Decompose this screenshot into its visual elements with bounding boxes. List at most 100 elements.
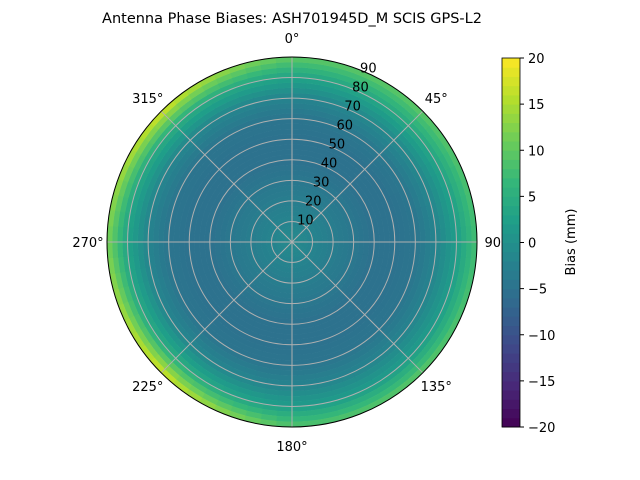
heatmap-cell — [230, 241, 236, 248]
r-tick-label: 70 — [344, 99, 361, 114]
heatmap-cell — [282, 339, 293, 345]
colorbar-segment — [502, 104, 520, 114]
heatmap-cell — [199, 241, 206, 251]
heatmap-cell — [291, 159, 300, 166]
heatmap-cell — [111, 225, 119, 243]
heatmap-cell — [291, 149, 301, 156]
colorbar-segment — [502, 177, 520, 188]
heatmap-cell — [209, 241, 216, 250]
heatmap-cell — [383, 241, 390, 252]
heatmap-cell — [168, 241, 175, 253]
colorbar-tick-label: 10 — [528, 144, 545, 159]
heatmap-cell — [460, 241, 467, 259]
heatmap-cell — [465, 226, 473, 244]
heatmap-cell — [158, 241, 165, 254]
colorbar-tick-label: 20 — [528, 52, 545, 67]
colorbar-tick-label: 15 — [528, 98, 545, 113]
r-tick-label: 30 — [313, 175, 330, 190]
colorbar-segment — [502, 399, 520, 410]
heatmap-cell — [290, 390, 306, 397]
heatmap-cell — [280, 354, 293, 361]
heatmap-cell — [277, 390, 293, 397]
colorbar-segment — [502, 113, 520, 124]
colorbar-segment — [502, 270, 520, 280]
colorbar-segment — [502, 325, 520, 336]
heatmap-cell — [276, 61, 294, 69]
heatmap-cell — [368, 241, 375, 250]
colorbar-segment — [502, 288, 520, 299]
heatmap-cell — [445, 227, 452, 244]
colorbar-segment — [502, 214, 520, 225]
heatmap-cell — [214, 234, 221, 243]
colorbar-segment — [502, 390, 520, 400]
colorbar-segment — [502, 242, 520, 253]
r-tick-label: 20 — [305, 194, 322, 209]
colorbar-segment — [502, 224, 520, 234]
heatmap-cell — [279, 369, 293, 376]
heatmap-cell — [275, 410, 293, 417]
colorbar-segment — [502, 260, 520, 271]
heatmap-cell — [219, 235, 226, 243]
polar-frame — [106, 56, 478, 428]
heatmap-cell — [219, 241, 226, 249]
heatmap-cell — [173, 241, 180, 253]
heatmap-cell — [291, 298, 298, 304]
heatmap-cell — [373, 234, 380, 243]
polar-grid — [106, 56, 478, 428]
heatmap-cell — [283, 144, 293, 151]
heatmap-cell — [291, 374, 305, 381]
heatmap-cell — [297, 307, 305, 314]
heatmap-cell — [284, 318, 293, 325]
heatmap-cell — [281, 128, 293, 135]
colorbar-segment — [502, 353, 520, 363]
chart-title: Antenna Phase Biases: ASH701945D_M SCIS … — [102, 11, 482, 27]
heatmap-cell — [291, 144, 302, 151]
theta-tick-label: 135° — [421, 380, 452, 395]
heatmap-cell — [189, 241, 195, 252]
heatmap-cell — [419, 241, 426, 255]
r-tick-label: 90 — [360, 61, 377, 76]
heatmap-cell — [363, 235, 370, 243]
heatmap-cell — [399, 231, 406, 243]
heatmap-cell — [389, 232, 395, 243]
heatmap-cell — [281, 349, 293, 356]
theta-tick-label: 225° — [132, 380, 163, 395]
heatmap-cell — [132, 227, 139, 243]
heatmap-cell — [284, 159, 293, 166]
heatmap-cell — [283, 328, 293, 335]
heatmap-cell — [363, 241, 370, 250]
colorbar-segment — [502, 85, 520, 96]
theta-gridline — [160, 241, 293, 374]
heatmap-cell — [358, 241, 365, 249]
colorbar-tick-label: −10 — [528, 329, 555, 344]
heatmap-cell — [290, 415, 308, 423]
colorbar-segment — [502, 362, 520, 373]
heatmap-cell — [153, 228, 160, 243]
heatmap-cell — [291, 103, 306, 110]
colorbar-segment — [502, 131, 520, 142]
heatmap-cell — [137, 227, 144, 243]
heatmap-cell — [440, 241, 447, 257]
colorbar-segment — [502, 233, 520, 243]
heatmap-cell — [220, 247, 227, 255]
heatmap-cell — [117, 240, 124, 258]
colorbar-tick-label: −15 — [528, 375, 555, 390]
heatmap-cell — [291, 82, 307, 89]
theta-tick-label: 180° — [276, 440, 307, 455]
colorbar-segment — [502, 187, 520, 197]
heatmap-cell — [224, 241, 231, 249]
colorbar-segment — [502, 150, 520, 160]
heatmap-cell — [277, 395, 293, 402]
heatmap-cell — [158, 229, 165, 243]
heatmap-cell — [291, 87, 307, 94]
heatmap-cell — [291, 369, 304, 376]
r-tick-label: 80 — [352, 80, 369, 95]
colorbar-segment — [502, 76, 520, 87]
heatmap-cell — [278, 374, 293, 381]
heatmap-cell — [285, 308, 293, 315]
heatmap-cell — [357, 229, 364, 237]
colorbar-segment — [502, 94, 520, 105]
heatmap-cell — [214, 241, 221, 249]
heatmap-cell — [445, 241, 452, 257]
